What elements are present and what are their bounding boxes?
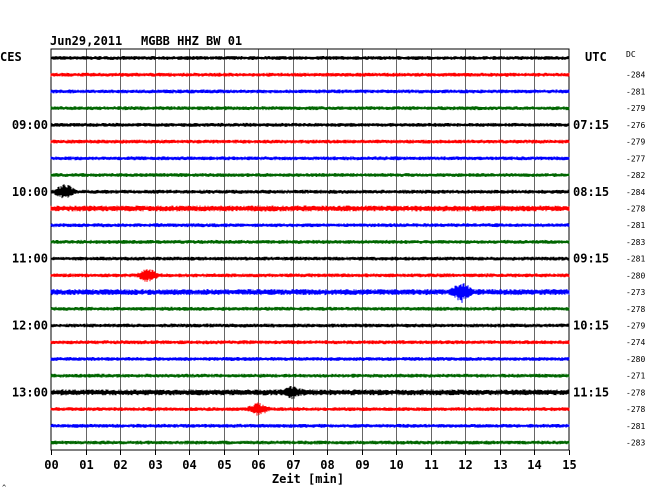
utc-time-label: 10:15 bbox=[573, 319, 609, 333]
trace-11 bbox=[50, 239, 570, 244]
station-label: MGBB HHZ BW 01 bbox=[141, 34, 242, 48]
dc-offset-label: -278 bbox=[626, 388, 645, 397]
x-tick-label-10: 10 bbox=[389, 458, 403, 472]
trace-13 bbox=[50, 269, 570, 282]
trace-17 bbox=[50, 340, 570, 345]
trace-1 bbox=[50, 72, 570, 77]
local-time-label: 09:00 bbox=[12, 118, 48, 132]
utc-time-label: 08:15 bbox=[573, 185, 609, 199]
x-tick-label-07: 07 bbox=[286, 458, 300, 472]
x-tick-label-06: 06 bbox=[251, 458, 265, 472]
plot-frame bbox=[50, 48, 570, 451]
dc-offset-label: -276 bbox=[626, 121, 645, 130]
dc-offset-label: -277 bbox=[626, 154, 645, 163]
dc-offset-labels: -284 -281 -279 -276 -279 -277 -282 -284 -278 -281… bbox=[626, 71, 645, 448]
seismic-traces bbox=[50, 56, 570, 445]
time-axis: 00 01 02 03 04 05 06 07 08 09 10 11 12 13 14 15 bbox=[44, 450, 577, 472]
dc-offset-label: -273 bbox=[626, 288, 645, 297]
minute-gridlines bbox=[50, 48, 570, 451]
utc-timezone-label: UTC bbox=[585, 50, 607, 64]
trace-3 bbox=[50, 106, 570, 111]
x-tick-label-14: 14 bbox=[527, 458, 541, 472]
trace-23 bbox=[50, 440, 570, 445]
trace-12 bbox=[50, 256, 570, 261]
local-time-label: 10:00 bbox=[12, 185, 48, 199]
dc-offset-label: -284 bbox=[626, 71, 645, 80]
x-axis-title: Zeit [min] bbox=[272, 472, 344, 486]
x-tick-label-13: 13 bbox=[493, 458, 507, 472]
local-time-labels: 09:00 10:00 11:00 12:00 13:00 bbox=[12, 118, 48, 400]
trace-19 bbox=[50, 373, 570, 378]
x-tick-label-15: 15 bbox=[562, 458, 576, 472]
trace-18 bbox=[50, 357, 570, 361]
dc-offset-label: -278 bbox=[626, 305, 645, 314]
dc-offset-label: -280 bbox=[626, 355, 645, 364]
x-tick-label-03: 03 bbox=[148, 458, 162, 472]
trace-10 bbox=[50, 223, 570, 228]
corner-mark: ^ bbox=[2, 484, 6, 492]
dc-offset-label: -281 bbox=[626, 87, 645, 96]
dc-offset-label: -281 bbox=[626, 422, 645, 431]
utc-time-label: 11:15 bbox=[573, 385, 609, 399]
trace-5 bbox=[50, 139, 570, 144]
utc-time-labels: 07:15 08:15 09:15 10:15 11:15 bbox=[573, 118, 609, 400]
x-tick-label-04: 04 bbox=[182, 458, 196, 472]
local-time-label: 12:00 bbox=[12, 319, 48, 333]
x-tick-label-01: 01 bbox=[79, 458, 93, 472]
trace-4 bbox=[50, 122, 570, 127]
trace-22 bbox=[50, 423, 570, 428]
x-tick-label-11: 11 bbox=[424, 458, 438, 472]
dc-offset-label: -279 bbox=[626, 104, 645, 113]
dc-offset-label: -278 bbox=[626, 405, 645, 414]
dc-offset-label: -283 bbox=[626, 439, 645, 448]
dc-offset-label: -281 bbox=[626, 255, 645, 264]
trace-15 bbox=[50, 306, 570, 311]
dc-offset-label: -279 bbox=[626, 322, 645, 331]
x-tick-label-09: 09 bbox=[355, 458, 369, 472]
utc-time-label: 07:15 bbox=[573, 118, 609, 132]
local-time-label: 13:00 bbox=[12, 385, 48, 399]
x-tick-label-02: 02 bbox=[113, 458, 127, 472]
x-tick-label-08: 08 bbox=[320, 458, 334, 472]
dc-offset-label: -280 bbox=[626, 271, 645, 280]
trace-0 bbox=[50, 56, 570, 60]
trace-14 bbox=[50, 283, 570, 303]
dc-offset-label: -281 bbox=[626, 221, 645, 230]
trace-7 bbox=[50, 173, 570, 177]
trace-20 bbox=[50, 386, 570, 400]
dc-offset-label: -279 bbox=[626, 138, 645, 147]
local-time-label: 11:00 bbox=[12, 252, 48, 266]
date-label: Jun29,2011 bbox=[50, 34, 122, 48]
x-tick-label-00: 00 bbox=[44, 458, 58, 472]
utc-time-label: 09:15 bbox=[573, 252, 609, 266]
trace-9 bbox=[50, 205, 570, 212]
x-tick-label-05: 05 bbox=[217, 458, 231, 472]
dc-offset-label: -283 bbox=[626, 238, 645, 247]
dc-offset-label: -284 bbox=[626, 188, 645, 197]
dc-offset-header: DC bbox=[626, 50, 636, 59]
dc-offset-label: -282 bbox=[626, 171, 645, 180]
trace-21 bbox=[50, 402, 570, 416]
local-timezone-label: CES bbox=[0, 50, 22, 64]
trace-8 bbox=[50, 184, 570, 199]
trace-2 bbox=[50, 89, 570, 94]
x-tick-label-12: 12 bbox=[458, 458, 472, 472]
dc-offset-label: -274 bbox=[626, 338, 645, 347]
trace-16 bbox=[50, 323, 570, 328]
dc-offset-label: -278 bbox=[626, 204, 645, 213]
dc-offset-label: -271 bbox=[626, 372, 645, 381]
trace-6 bbox=[50, 156, 570, 161]
